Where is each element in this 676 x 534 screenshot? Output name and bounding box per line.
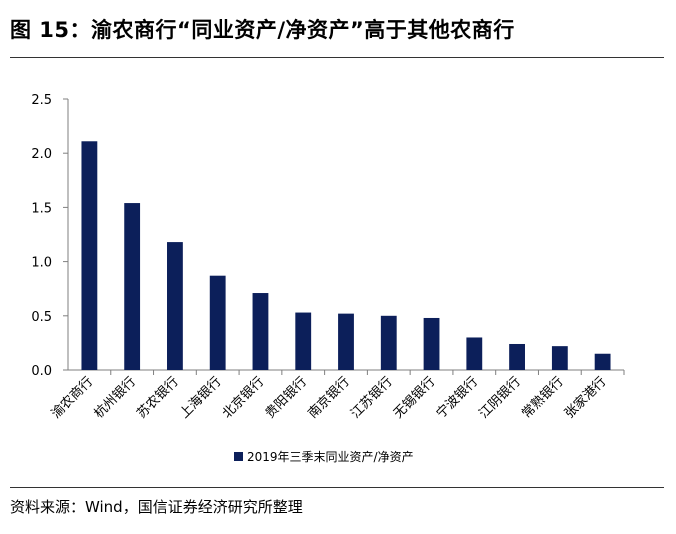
y-tick-label: 0.5 <box>31 310 52 325</box>
source-rule <box>10 487 664 488</box>
y-tick-label: 0.0 <box>31 364 52 379</box>
y-tick-label: 1.0 <box>31 256 52 271</box>
x-tick-label: 张家港行 <box>561 374 609 422</box>
x-tick-label: 贵阳银行 <box>263 374 310 421</box>
bar <box>466 337 483 370</box>
x-tick-label: 苏农银行 <box>134 374 182 422</box>
x-tick-label: 南京银行 <box>305 374 353 422</box>
x-tick-label: 江阴银行 <box>477 374 524 421</box>
x-tick-label: 宁波银行 <box>433 374 481 422</box>
x-tick-label: 北京银行 <box>220 374 267 421</box>
bar <box>423 317 440 370</box>
bar <box>509 343 525 370</box>
y-tick-label: 2.0 <box>31 147 52 162</box>
bar <box>252 293 269 370</box>
bar <box>338 313 354 370</box>
title-rule <box>10 57 664 58</box>
bar <box>124 203 141 370</box>
x-tick-label: 渝农商行 <box>48 374 96 422</box>
x-tick-label: 江苏银行 <box>348 374 396 422</box>
legend-swatch <box>234 452 243 461</box>
x-tick-label: 杭州银行 <box>92 374 139 421</box>
bar <box>167 242 183 370</box>
x-tick-label: 无锡银行 <box>391 374 438 421</box>
bar <box>551 346 568 370</box>
bar <box>209 275 226 370</box>
x-tick-label: 常熟银行 <box>519 374 567 422</box>
bar <box>594 353 611 370</box>
figure-title: 图 15：渝农商行“同业资产/净资产”高于其他农商行 <box>10 18 515 42</box>
source-note: 资料来源：Wind，国信证券经济研究所整理 <box>10 498 303 516</box>
y-tick-label: 2.5 <box>31 93 52 108</box>
legend-label: 2019年三季末同业资产/净资产 <box>247 450 414 464</box>
bar <box>295 312 312 370</box>
y-tick-label: 1.5 <box>31 201 52 216</box>
x-tick-label: 上海银行 <box>177 374 224 421</box>
bar <box>380 315 397 370</box>
bar <box>81 141 98 370</box>
